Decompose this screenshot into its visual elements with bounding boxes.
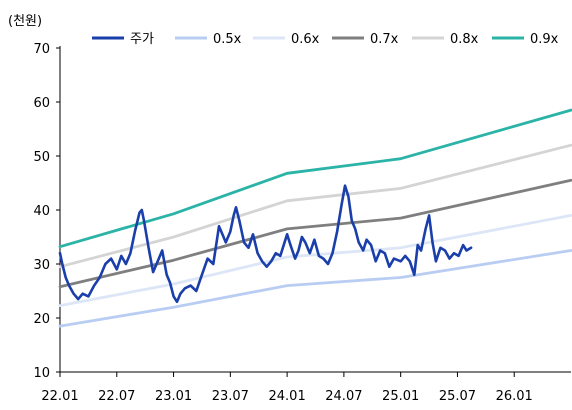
legend-label: 주가 [130,32,154,47]
y-tick-label: 60 [33,96,50,111]
x-tick-label: 25.01 [382,389,419,404]
unit-label: (천원) [8,14,42,29]
x-tick-label: 22.07 [98,389,135,404]
y-tick-label: 50 [33,150,50,165]
x-axis: 22.01 22.07 23.01 23.07 24.01 24.07 25.01 25.07… [41,371,571,404]
y-tick-label: 70 [33,42,50,57]
legend-item-0.6x: 0.6x [253,32,320,47]
y-tick-label: 20 [33,312,50,327]
legend-item-주가: 주가 [92,32,154,47]
y-tick-label: 40 [33,204,50,219]
x-tick-label: 26.01 [496,389,533,404]
legend-label: 0.5x [213,32,242,47]
series-line-0.8x [58,143,572,269]
legend-item-0.5x: 0.5x [175,32,242,47]
x-tick-label: 24.07 [325,389,362,404]
y-axis: 10 20 30 40 50 60 70 [33,42,61,381]
legend-label: 0.6x [291,32,320,47]
y-tick-label: 30 [33,258,50,273]
series-line-주가 [58,184,473,304]
legend: 주가 0.5x 0.6x 0.7x 0.8x 0.9x [92,32,559,47]
legend-item-0.8x: 0.8x [412,32,479,47]
legend-item-0.7x: 0.7x [332,32,399,47]
plot-area [58,108,572,328]
legend-label: 0.7x [370,32,399,47]
x-tick-label: 22.01 [41,389,78,404]
y-tick-label: 10 [33,366,50,381]
series-line-0.7x [58,178,572,289]
series-line-0.6x [58,214,572,307]
series-line-0.5x [58,249,572,328]
legend-item-0.9x: 0.9x [492,32,559,47]
x-tick-label: 25.07 [439,389,476,404]
x-tick-label: 23.07 [212,389,249,404]
legend-label: 0.9x [530,32,559,47]
legend-label: 0.8x [450,32,479,47]
x-tick-label: 24.01 [269,389,306,404]
x-tick-label: 23.01 [155,389,192,404]
